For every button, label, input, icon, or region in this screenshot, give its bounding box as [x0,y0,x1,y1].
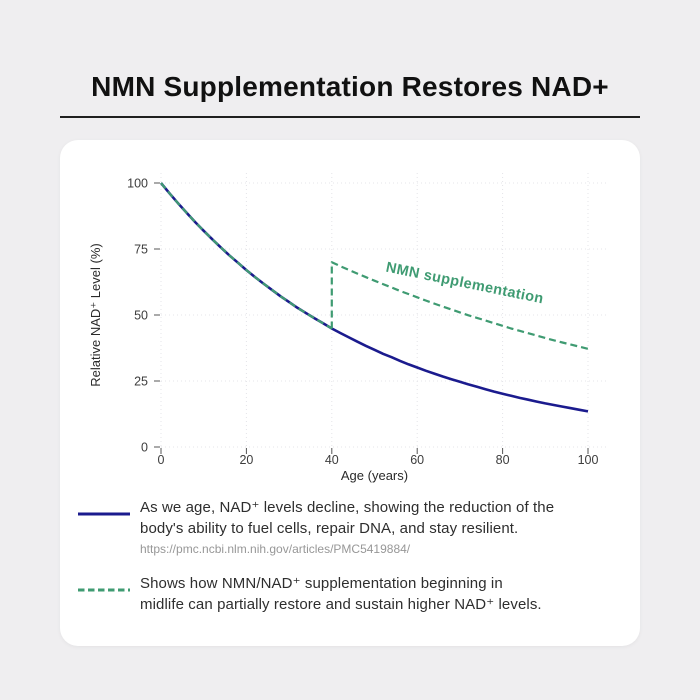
x-tick-label-20: 20 [239,453,253,467]
x-tick-label-80: 80 [496,453,510,467]
y-tick-label-75: 75 [134,243,148,257]
solid-line-sample [78,512,130,516]
x-tick-label-100: 100 [578,453,599,467]
y-tick-label-0: 0 [141,441,148,455]
series-nmn-supplementation [330,261,589,350]
y-tick-label-25: 25 [134,375,148,389]
supplement-description: Shows how NMN/NAD⁺ supplementation begin… [140,573,626,615]
decline-description-line-2: body's ability to fuel cells, repair DNA… [140,520,519,537]
y-axis-label: Relative NAD⁺ Level (%) [88,243,103,386]
x-axis-label: Age (years) [341,468,408,483]
x-tick-label-0: 0 [158,453,165,467]
decline-description-line-1: As we age, NAD⁺ levels decline, showing … [140,499,555,516]
supplement-description-line-2: midlife can partially restore and sustai… [140,596,542,613]
title-underline [60,116,640,118]
legend-item-decline: As we age, NAD⁺ levels decline, showing … [78,497,626,558]
x-tick-label-60: 60 [410,453,424,467]
decline-line-swatch [78,505,130,523]
source-link[interactable]: https://pmc.ncbi.nlm.nih.gov/articles/PM… [140,542,411,556]
annotation-nmn-supplementation: NMN supplementation [384,260,545,308]
chart-card: 0 20 40 60 80 100 0 25 50 75 100 Age (years) Relativ… [60,140,640,646]
dashed-line-sample [78,588,130,592]
page-title: NMN Supplementation Restores NAD+ [91,71,609,102]
legend-item-supplementation: Shows how NMN/NAD⁺ supplementation begin… [78,573,626,615]
decline-description: As we age, NAD⁺ levels decline, showing … [140,497,626,558]
supplement-description-line-1: Shows how NMN/NAD⁺ supplementation begin… [140,575,503,592]
supplement-line-swatch [78,581,130,599]
series-supplement-overlay-pre-midlife [160,182,333,330]
nad-chart: 0 20 40 60 80 100 0 25 50 75 100 Age (years) Relativ… [88,173,606,483]
y-tick-label-50: 50 [134,309,148,323]
y-tick-label-100: 100 [127,177,148,191]
x-tick-label-40: 40 [325,453,339,467]
